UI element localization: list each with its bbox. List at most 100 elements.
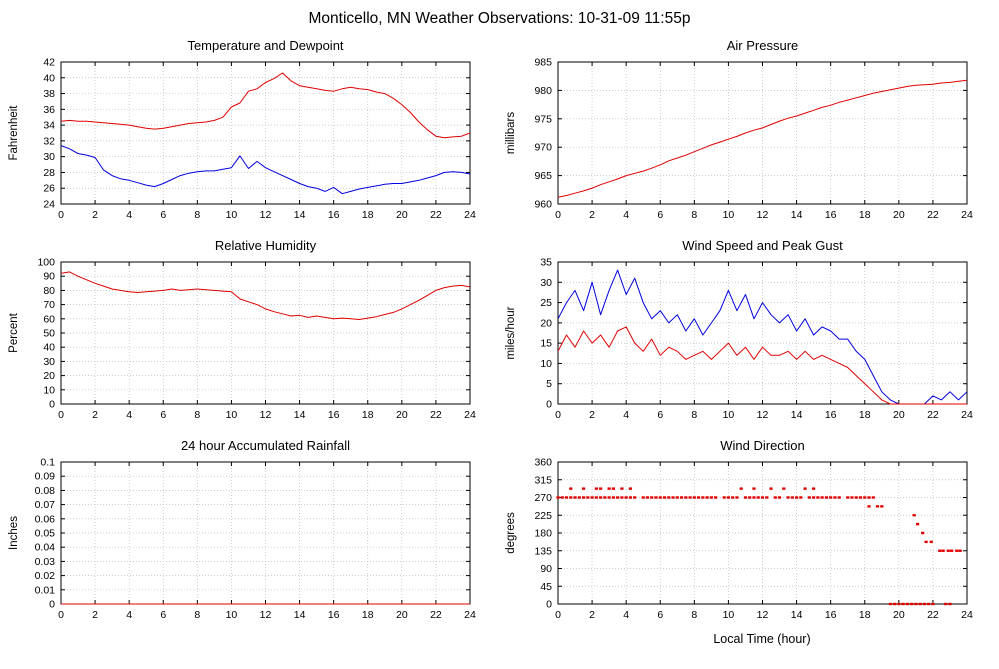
svg-text:975: 975 <box>534 113 552 125</box>
svg-text:34: 34 <box>43 120 55 132</box>
svg-text:0.06: 0.06 <box>35 513 56 525</box>
svg-text:22: 22 <box>430 409 442 421</box>
svg-text:70: 70 <box>43 299 55 311</box>
svg-text:2: 2 <box>589 209 595 221</box>
svg-text:0: 0 <box>49 599 55 611</box>
svg-text:16: 16 <box>825 609 837 621</box>
svg-text:24: 24 <box>464 409 476 421</box>
chart-accumulated-rainfall: 0 2 4 6 8 10 12 14 16 18 20 22 24 0 0.01 0.02 0.03 0.04 0.… <box>4 434 501 646</box>
svg-text:16: 16 <box>328 209 340 221</box>
svg-text:8: 8 <box>691 209 697 221</box>
svg-text:0.04: 0.04 <box>35 542 56 554</box>
svg-text:16: 16 <box>825 209 837 221</box>
svg-text:360: 360 <box>534 457 552 469</box>
svg-text:8: 8 <box>194 209 200 221</box>
svg-text:15: 15 <box>540 338 552 350</box>
svg-text:4: 4 <box>623 609 629 621</box>
svg-text:28: 28 <box>43 167 55 179</box>
svg-text:18: 18 <box>362 209 374 221</box>
svg-text:35: 35 <box>540 257 552 269</box>
svg-text:8: 8 <box>691 609 697 621</box>
svg-text:315: 315 <box>534 474 552 486</box>
svg-text:0.01: 0.01 <box>35 584 56 596</box>
svg-text:135: 135 <box>534 545 552 557</box>
svg-text:100: 100 <box>37 257 55 269</box>
charts-grid: 0 2 4 6 8 10 12 14 16 18 20 22 24 24 26 28 30 32 34 36 38 40 4… <box>0 34 999 646</box>
svg-text:14: 14 <box>791 209 803 221</box>
svg-text:24: 24 <box>464 609 476 621</box>
svg-text:965: 965 <box>534 170 552 182</box>
svg-text:20: 20 <box>540 317 552 329</box>
svg-text:22: 22 <box>927 409 939 421</box>
svg-text:25: 25 <box>540 297 552 309</box>
svg-text:20: 20 <box>43 370 55 382</box>
svg-text:10: 10 <box>43 384 55 396</box>
svg-text:12: 12 <box>260 409 272 421</box>
svg-text:6: 6 <box>160 609 166 621</box>
svg-text:8: 8 <box>194 409 200 421</box>
chart-relative-humidity: 0 2 4 6 8 10 12 14 16 18 20 22 24 0 10 20 30 40 50 60 70 80 90… <box>4 234 501 434</box>
svg-text:24: 24 <box>961 409 973 421</box>
svg-text:0.03: 0.03 <box>35 556 56 568</box>
svg-text:Inches: Inches <box>8 516 20 550</box>
svg-text:0.02: 0.02 <box>35 570 56 582</box>
chart-wind-speed-gust: 0 2 4 6 8 10 12 14 16 18 20 22 24 0 5 10 15 20 25 30 35 Wind … <box>501 234 998 434</box>
chart-temperature-dewpoint: 0 2 4 6 8 10 12 14 16 18 20 22 24 24 26 28 30 32 34 36 38 40 4… <box>4 34 501 234</box>
wind-direction-canvas: 0 2 4 6 8 10 12 14 16 18 20 22 240459013518022527031… <box>505 438 973 621</box>
svg-text:0.07: 0.07 <box>35 499 56 511</box>
svg-text:22: 22 <box>430 609 442 621</box>
svg-text:18: 18 <box>859 609 871 621</box>
svg-text:0: 0 <box>58 209 64 221</box>
svg-text:millibars: millibars <box>505 112 517 154</box>
svg-text:45: 45 <box>540 581 552 593</box>
svg-text:225: 225 <box>534 510 552 522</box>
svg-text:22: 22 <box>927 209 939 221</box>
svg-text:0.09: 0.09 <box>35 471 56 483</box>
svg-text:Fahrenheit: Fahrenheit <box>8 105 20 161</box>
svg-text:Wind Speed and Peak Gust: Wind Speed and Peak Gust <box>682 238 843 253</box>
svg-text:36: 36 <box>43 104 55 116</box>
svg-text:50: 50 <box>43 328 55 340</box>
svg-text:20: 20 <box>893 609 905 621</box>
svg-text:80: 80 <box>43 285 55 297</box>
svg-text:0: 0 <box>546 399 552 411</box>
svg-text:2: 2 <box>92 209 98 221</box>
svg-text:30: 30 <box>43 151 55 163</box>
svg-text:degrees: degrees <box>505 512 517 554</box>
temperature-dewpoint-canvas: 0 2 4 6 8 10 12 14 16 18 20 22 242426283032343638404… <box>8 38 476 221</box>
svg-text:Air Pressure: Air Pressure <box>727 38 799 53</box>
svg-text:0.1: 0.1 <box>40 457 55 469</box>
svg-text:0: 0 <box>555 409 561 421</box>
svg-text:40: 40 <box>43 72 55 84</box>
air-pressure-canvas: 0 2 4 6 8 10 12 14 16 18 20 22 24960965970975980985A… <box>505 38 973 221</box>
svg-text:14: 14 <box>791 409 803 421</box>
svg-text:90: 90 <box>540 563 552 575</box>
svg-text:10: 10 <box>226 409 238 421</box>
svg-text:2: 2 <box>92 409 98 421</box>
svg-text:4: 4 <box>623 209 629 221</box>
svg-text:60: 60 <box>43 313 55 325</box>
svg-text:20: 20 <box>893 209 905 221</box>
svg-text:14: 14 <box>294 409 306 421</box>
svg-text:Wind Direction: Wind Direction <box>720 438 805 453</box>
svg-text:180: 180 <box>534 528 552 540</box>
svg-text:4: 4 <box>126 609 132 621</box>
svg-text:18: 18 <box>362 409 374 421</box>
svg-text:0: 0 <box>555 609 561 621</box>
svg-text:14: 14 <box>294 209 306 221</box>
relative-humidity-canvas: 0 2 4 6 8 10 12 14 16 18 20 22 240102030405060708090… <box>8 238 476 421</box>
svg-text:26: 26 <box>43 183 55 195</box>
svg-text:20: 20 <box>396 609 408 621</box>
svg-text:32: 32 <box>43 135 55 147</box>
svg-text:10: 10 <box>226 609 238 621</box>
svg-text:16: 16 <box>825 409 837 421</box>
svg-text:miles/hour: miles/hour <box>505 306 517 359</box>
svg-text:18: 18 <box>859 409 871 421</box>
svg-text:30: 30 <box>540 277 552 289</box>
svg-text:6: 6 <box>657 209 663 221</box>
svg-text:8: 8 <box>194 609 200 621</box>
svg-text:40: 40 <box>43 342 55 354</box>
svg-text:12: 12 <box>260 209 272 221</box>
weather-dashboard: Monticello, MN Weather Observations: 10-… <box>0 10 999 646</box>
svg-text:30: 30 <box>43 356 55 368</box>
